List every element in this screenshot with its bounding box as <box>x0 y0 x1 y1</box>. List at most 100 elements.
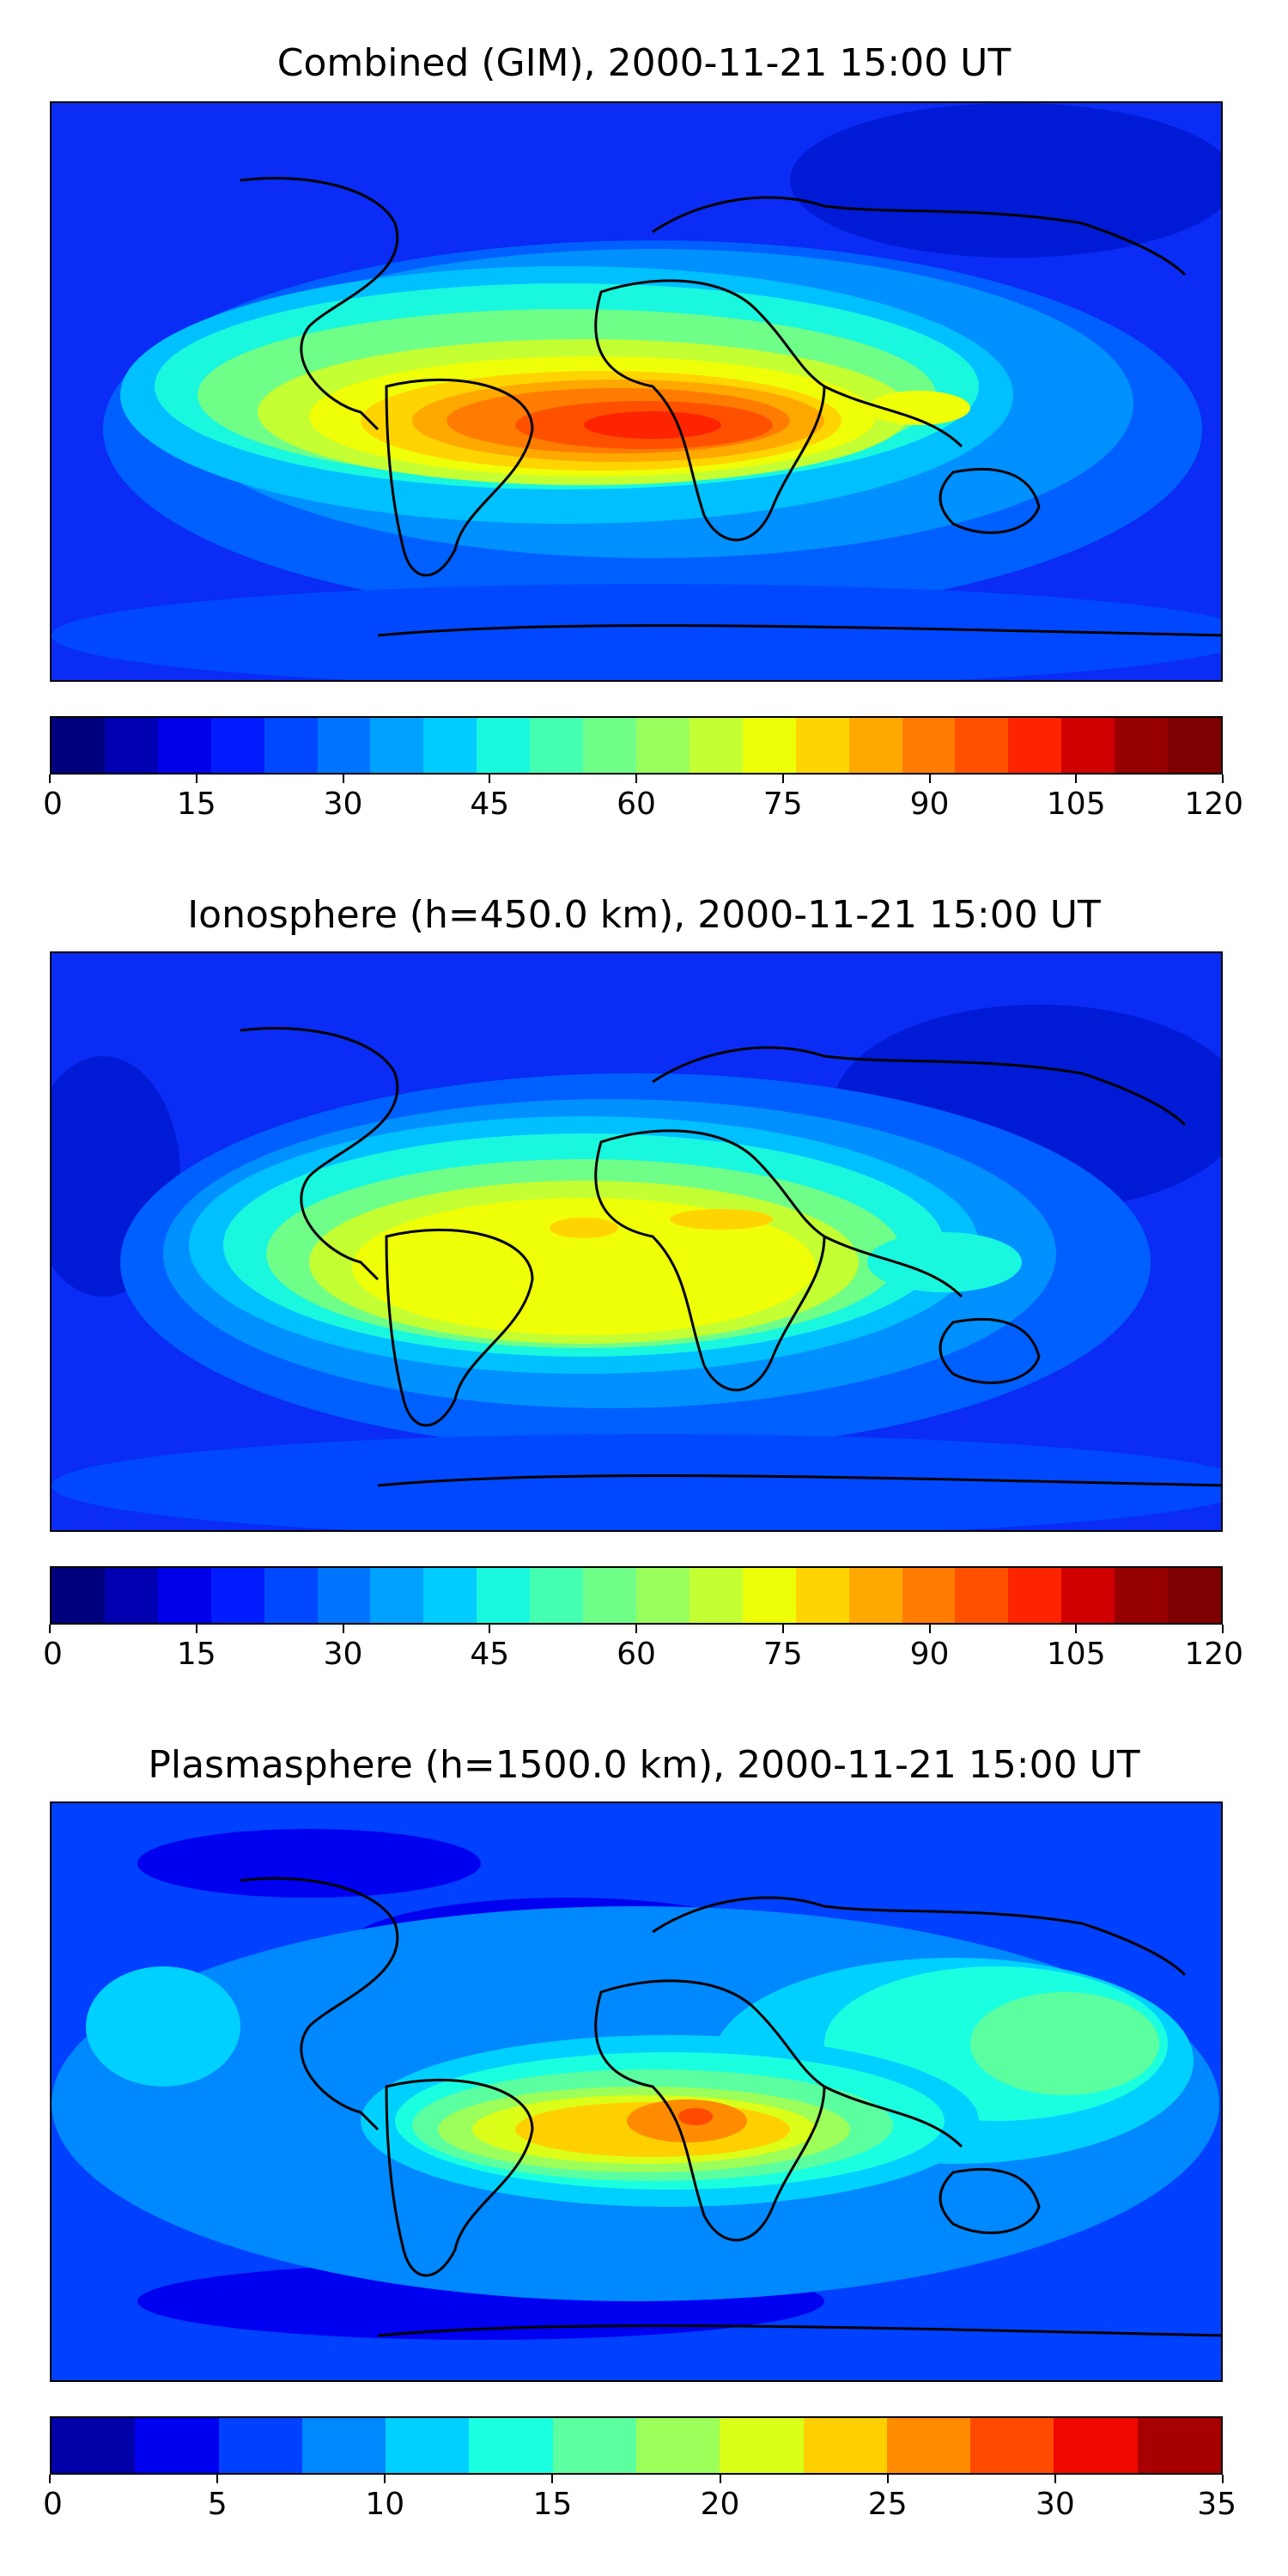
tick-label: 15 <box>176 1637 216 1672</box>
colorbar-plasmasphere <box>50 2416 1223 2475</box>
colorbar-segment <box>477 718 531 773</box>
tick-mark <box>195 775 197 783</box>
tick-mark <box>1075 775 1078 783</box>
tick-mark <box>49 1625 51 1633</box>
tick-label: 105 <box>1046 1637 1106 1672</box>
map-plasmasphere <box>50 1801 1223 2382</box>
tick-mark <box>886 2475 889 2483</box>
colorbar-segment <box>742 718 796 773</box>
tick-label: 0 <box>42 2487 63 2522</box>
colorbar-segment <box>1168 1568 1221 1623</box>
tick-mark <box>635 775 637 783</box>
tick-label: 15 <box>532 2487 573 2522</box>
tick-label: 60 <box>617 1637 656 1672</box>
colorbar-segment <box>902 718 956 773</box>
colorbar-segment <box>317 1568 371 1623</box>
tick-mark <box>928 1625 931 1633</box>
colorbar-segment <box>1168 718 1221 773</box>
tick-label: 25 <box>867 2487 908 2522</box>
colorbar-segment <box>583 1568 636 1623</box>
colorbar-segment <box>1061 1568 1115 1623</box>
colorbar-segment <box>1008 1568 1062 1623</box>
colorbar-segment <box>264 1568 318 1623</box>
tick-label: 30 <box>1035 2487 1075 2522</box>
colorbar-segment <box>583 718 636 773</box>
colorbar-segment <box>530 1568 584 1623</box>
tick-label: 20 <box>700 2487 740 2522</box>
colorbar-segment <box>635 718 690 773</box>
tick-label: 30 <box>323 1637 363 1672</box>
panel-title-combined: Combined (GIM), 2000-11-21 15:00 UT <box>276 41 1012 85</box>
colorbar-segment <box>210 718 264 773</box>
colorbar-segment <box>370 718 424 773</box>
tick-mark <box>781 775 784 783</box>
tick-label: 75 <box>762 1637 803 1672</box>
colorbar-segment <box>157 1568 211 1623</box>
tec-map-combined <box>52 103 1221 680</box>
tec-map-ionosphere <box>52 953 1221 1530</box>
tick-label: 105 <box>1046 787 1106 822</box>
colorbar-segment <box>803 2418 887 2473</box>
tick-mark <box>1054 2475 1056 2483</box>
tick-mark <box>719 2475 721 2483</box>
colorbar-segment <box>955 1568 1009 1623</box>
panel-title-plasmasphere: Plasmasphere (h=1500.0 km), 2000-11-21 1… <box>148 1743 1140 1787</box>
colorbar-segment <box>52 1568 105 1623</box>
colorbar-segment <box>477 1568 531 1623</box>
tick-mark <box>1222 1625 1224 1633</box>
tick-label: 90 <box>909 1637 950 1672</box>
tick-mark <box>342 1625 344 1633</box>
colorbar-segment <box>552 2418 636 2473</box>
colorbar-segment <box>635 1568 690 1623</box>
colorbar-segment <box>264 718 318 773</box>
colorbar-segment <box>301 2418 386 2473</box>
colorbar-ionosphere <box>50 1566 1223 1625</box>
colorbar-segment <box>469 2418 553 2473</box>
colorbar-segment <box>530 718 584 773</box>
tick-mark <box>928 775 931 783</box>
colorbar-segment <box>689 718 743 773</box>
tick-mark <box>1075 1625 1078 1633</box>
colorbar-segment <box>104 1568 158 1623</box>
tick-label: 45 <box>470 1637 510 1672</box>
colorbar-segment <box>1115 718 1169 773</box>
colorbar-segment <box>423 1568 477 1623</box>
tick-mark <box>489 1625 491 1633</box>
tick-label: 75 <box>762 787 803 822</box>
tick-label: 0 <box>42 1637 63 1672</box>
colorbar-ticks-plasmasphere: 0 5 10 15 20 25 30 35 <box>43 2475 1236 2526</box>
tick-label: 30 <box>323 787 363 822</box>
tick-label: 10 <box>365 2487 405 2522</box>
tick-mark <box>1222 2475 1224 2483</box>
tick-mark <box>342 775 344 783</box>
tick-mark <box>635 1625 637 1633</box>
tick-label: 120 <box>1184 1637 1244 1672</box>
panel-title-ionosphere: Ionosphere (h=450.0 km), 2000-11-21 15:0… <box>187 893 1101 937</box>
tick-mark <box>489 775 491 783</box>
tick-mark <box>1222 775 1224 783</box>
colorbar-ticks-combined: 0 15 30 45 60 75 90 105 120 <box>43 775 1243 826</box>
colorbar-segment <box>1008 718 1062 773</box>
colorbar-segment <box>370 1568 424 1623</box>
colorbar-segment <box>902 1568 956 1623</box>
map-ionosphere <box>50 951 1223 1532</box>
tick-label: 15 <box>176 787 216 822</box>
colorbar-segment <box>210 1568 264 1623</box>
colorbar-segment <box>157 718 211 773</box>
colorbar-segment <box>1115 1568 1169 1623</box>
colorbar-segment <box>689 1568 743 1623</box>
colorbar-combined <box>50 716 1223 775</box>
tick-mark <box>49 775 51 783</box>
tick-label: 60 <box>617 787 656 822</box>
map-combined <box>50 101 1223 682</box>
tick-label: 0 <box>42 787 63 822</box>
colorbar-segment <box>1061 718 1115 773</box>
colorbar-segment <box>848 1568 902 1623</box>
tick-label: 35 <box>1197 2487 1237 2522</box>
tick-mark <box>384 2475 386 2483</box>
colorbar-segment <box>317 718 371 773</box>
tick-label: 90 <box>909 787 950 822</box>
tick-mark <box>216 2475 219 2483</box>
colorbar-segment <box>1137 2418 1221 2473</box>
colorbar-segment <box>742 1568 796 1623</box>
